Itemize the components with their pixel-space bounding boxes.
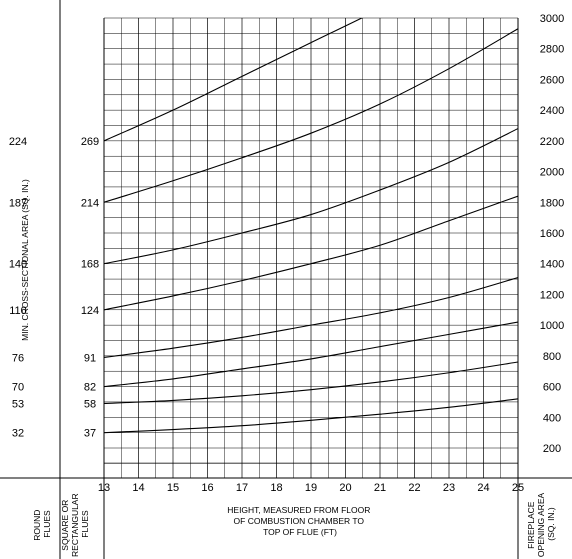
curve-168 [104, 128, 518, 265]
round-flue-size-label: 70 [12, 382, 24, 394]
square-flue-size-label: 269 [81, 136, 99, 148]
y-tick-label: 600 [543, 382, 561, 394]
x-tick-label: 24 [477, 482, 489, 494]
square-flue-size-label: 124 [81, 305, 99, 317]
curves [104, 18, 518, 434]
x-tick-label: 19 [305, 482, 317, 494]
flue-size-labels: 32 37 53 58 70 82 76 91 110 124 140 168 187 214 224 269 [9, 136, 99, 440]
round-flue-size-label: 140 [9, 259, 27, 271]
y-tick-label: 1400 [540, 259, 564, 271]
x-tick-label: 22 [408, 482, 420, 494]
x-axis-label-line: TOP OF FLUE (FT) [263, 527, 337, 537]
x-tick-label: 16 [201, 482, 213, 494]
x-tick-labels: 13 14 15 16 17 18 19 20 21 22 23 24 25 [98, 482, 524, 494]
y-axis-label-left: MIN. CROSS-SECTIONAL AREA (SQ. IN.) [20, 179, 30, 341]
x-tick-label: 15 [167, 482, 179, 494]
y-tick-label: 2800 [540, 44, 564, 56]
curve-82 [104, 321, 518, 388]
x-tick-label: 13 [98, 482, 110, 494]
x-tick-label: 14 [132, 482, 144, 494]
x-axis-label: HEIGHT, MEASURED FROM FLOOR OF COMBUSTIO… [227, 505, 372, 537]
y-tick-label: 1000 [540, 320, 564, 332]
square-flue-size-label: 37 [84, 428, 96, 440]
square-flue-size-label: 214 [81, 197, 99, 209]
round-flue-size-label: 187 [9, 197, 27, 209]
curve-91 [104, 277, 518, 358]
x-axis-label-line: HEIGHT, MEASURED FROM FLOOR [227, 505, 370, 515]
y-axis-label-right-line: (SQ. IN.) [546, 507, 556, 541]
square-flue-size-label: 82 [84, 382, 96, 394]
x-tick-label: 25 [512, 482, 524, 494]
round-flue-size-label: 224 [9, 136, 27, 148]
y-axis-label-right-line: FIREPLACE [526, 501, 536, 549]
x-tick-label: 20 [339, 482, 351, 494]
y-tick-label: 1800 [540, 197, 564, 209]
y-tick-label: 2600 [540, 74, 564, 86]
y-tick-label: 2200 [540, 136, 564, 148]
curve-37 [104, 398, 518, 434]
y-tick-label: 2400 [540, 105, 564, 117]
square-flue-size-label: 91 [84, 352, 96, 364]
curve-124 [104, 195, 518, 311]
round-flues-label: ROUND FLUES [32, 507, 52, 541]
y-tick-label: 200 [543, 443, 561, 455]
curve-269 [104, 18, 364, 142]
round-flues-label-line: FLUES [42, 510, 52, 538]
curve-58 [104, 361, 518, 405]
round-flue-size-label: 110 [9, 305, 27, 317]
square-flue-size-label: 168 [81, 259, 99, 271]
round-flue-size-label: 76 [12, 352, 24, 364]
round-flue-size-label: 53 [12, 398, 24, 410]
round-flue-size-label: 32 [12, 428, 24, 440]
x-tick-label: 18 [270, 482, 282, 494]
round-flues-label-line: ROUND [32, 510, 42, 541]
y-axis-label-right: FIREPLACE OPENING AREA (SQ. IN.) [526, 491, 556, 557]
square-flues-label: SQUARE OR RECTANGULAR FLUES [60, 491, 90, 557]
x-tick-label: 21 [374, 482, 386, 494]
y-tick-label: 3000 [540, 13, 564, 25]
y-tick-label: 1200 [540, 289, 564, 301]
y-tick-label: 1600 [540, 228, 564, 240]
square-flues-label-line: RECTANGULAR [70, 493, 80, 557]
square-flues-label-line: SQUARE OR [60, 500, 70, 551]
x-tick-label: 17 [236, 482, 248, 494]
y-tick-label: 800 [543, 351, 561, 363]
y-axis-label-right-line: OPENING AREA [536, 493, 546, 558]
square-flues-label-line: FLUES [80, 510, 90, 538]
y-tick-labels: 200 400 600 800 1000 1200 1400 1600 1800 2000 2200… [540, 13, 564, 455]
x-axis-label-line: OF COMBUSTION CHAMBER TO [234, 516, 365, 526]
y-tick-label: 2000 [540, 167, 564, 179]
y-tick-label: 400 [543, 412, 561, 424]
curve-214 [104, 28, 518, 203]
square-flue-size-label: 58 [84, 398, 96, 410]
x-tick-label: 23 [443, 482, 455, 494]
grid [103, 17, 519, 478]
